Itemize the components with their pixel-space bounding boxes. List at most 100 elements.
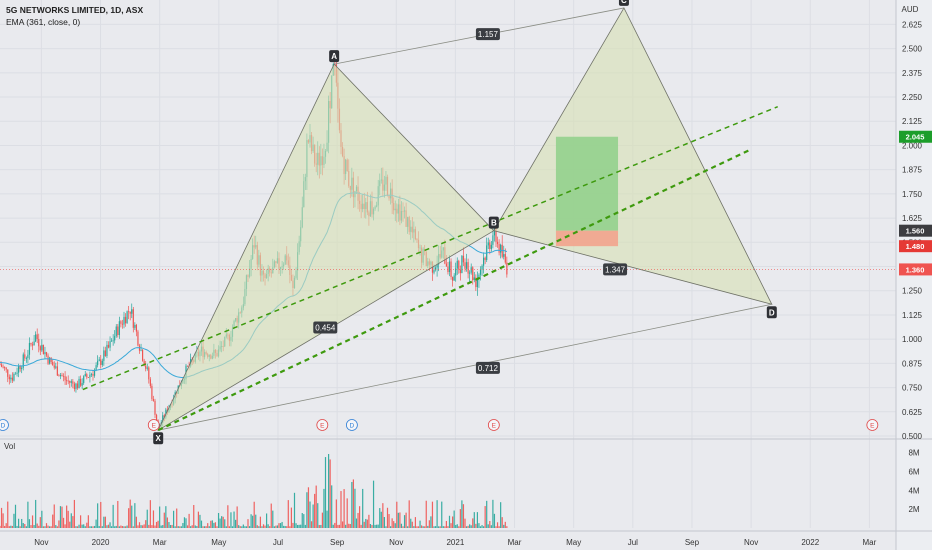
volume-bar	[55, 525, 57, 528]
volume-bar	[8, 526, 10, 528]
volume-bar	[0, 525, 1, 528]
candle-body	[450, 261, 452, 278]
volume-bar	[376, 524, 378, 528]
volume-bar	[459, 509, 461, 528]
volume-bar	[70, 513, 72, 528]
volume-bar	[442, 526, 444, 528]
event-marker	[487, 419, 500, 431]
candle-body	[124, 316, 127, 324]
volume-bar	[385, 526, 387, 528]
candle-body	[100, 359, 102, 365]
candle-body	[132, 309, 134, 328]
volume-bar	[123, 526, 125, 528]
candle-body	[462, 255, 465, 263]
y-tick-label: 0.625	[902, 408, 923, 417]
volume-bar	[489, 521, 491, 528]
volume-bar	[19, 526, 21, 528]
harmonic-pattern[interactable]: 1.157 0.454 1.347 0.712 X A B C D	[0, 0, 896, 445]
volume-bar	[414, 517, 416, 528]
volume-bar	[338, 524, 341, 528]
volume-bar	[425, 500, 427, 528]
volume-bar	[256, 525, 258, 528]
volume-bar	[199, 514, 201, 528]
volume-bar	[303, 514, 305, 528]
volume-bar	[436, 500, 438, 528]
price-tag-box	[899, 263, 932, 276]
volume-bar	[214, 522, 217, 528]
volume-bar	[7, 501, 9, 528]
volume-bar	[104, 516, 106, 528]
candle-body	[115, 326, 117, 337]
volume-bar	[117, 500, 119, 528]
candle-body	[152, 399, 155, 401]
candle-body	[50, 357, 52, 362]
candle-body	[19, 366, 21, 370]
point-label: D	[769, 308, 775, 317]
price-tag-label: 1.360	[906, 265, 925, 274]
candle-body	[59, 375, 62, 377]
y-tick-label: 1.750	[902, 190, 923, 199]
volume-bar	[5, 523, 7, 528]
y-tick-label: 2.500	[902, 45, 923, 54]
volume-bar	[493, 513, 496, 528]
volume-bar	[200, 520, 203, 528]
volume-bar	[324, 457, 327, 528]
volume-bar	[345, 524, 347, 528]
volume-bar	[366, 519, 368, 528]
vol-tick-label: 2M	[908, 505, 919, 514]
volume-bar	[290, 507, 292, 528]
y-tick-label: 2.625	[902, 20, 923, 29]
candle-body	[148, 367, 150, 380]
volume-bar	[245, 526, 248, 528]
candle-body	[76, 383, 79, 389]
volume-bar	[41, 510, 43, 528]
candle-body	[21, 367, 23, 370]
volume-bar	[89, 526, 91, 528]
volume-bar	[204, 526, 206, 528]
candle-body	[151, 385, 153, 400]
candle-body	[503, 254, 505, 257]
volume-bar	[278, 523, 280, 528]
volume-bar	[0, 507, 3, 528]
candle-body	[492, 235, 494, 245]
candle-body	[78, 378, 80, 389]
y-tick-label: 2.125	[902, 117, 923, 126]
candle-body	[69, 380, 71, 383]
volume-bar	[134, 503, 136, 528]
volume-bar	[227, 505, 229, 528]
volume-bar	[323, 488, 325, 528]
volume-bar	[80, 515, 82, 528]
candle-body	[38, 339, 40, 347]
volume-bar	[84, 526, 86, 528]
volume-bar	[262, 524, 265, 528]
volume-bar	[101, 526, 103, 528]
x-tick-label: 2021	[446, 538, 464, 547]
volume-bar	[481, 525, 483, 528]
volume-bar	[421, 525, 423, 528]
indicator-label: EMA (361, close, 0)	[6, 17, 81, 27]
candle-body	[64, 376, 66, 381]
volume-bar	[478, 523, 480, 528]
volume-bar	[129, 499, 131, 528]
candle-body	[25, 357, 27, 359]
candle-body	[487, 242, 489, 246]
volume-bar	[309, 501, 311, 528]
volume-bar	[213, 522, 215, 528]
candle-body	[186, 365, 189, 367]
volume-bar	[346, 498, 348, 528]
volume-bar	[186, 525, 189, 528]
candle-body	[453, 275, 455, 281]
volume-bar	[157, 520, 159, 528]
volume-bar	[140, 525, 142, 528]
volume-bar	[247, 519, 249, 528]
volume-bar	[230, 512, 232, 528]
volume-bar	[462, 504, 465, 528]
volume-bar	[297, 524, 299, 528]
volume-bar	[90, 526, 93, 528]
candle-body	[114, 336, 116, 341]
candle-body	[97, 360, 99, 366]
candle-body	[118, 321, 120, 336]
volume-bar	[61, 506, 63, 528]
